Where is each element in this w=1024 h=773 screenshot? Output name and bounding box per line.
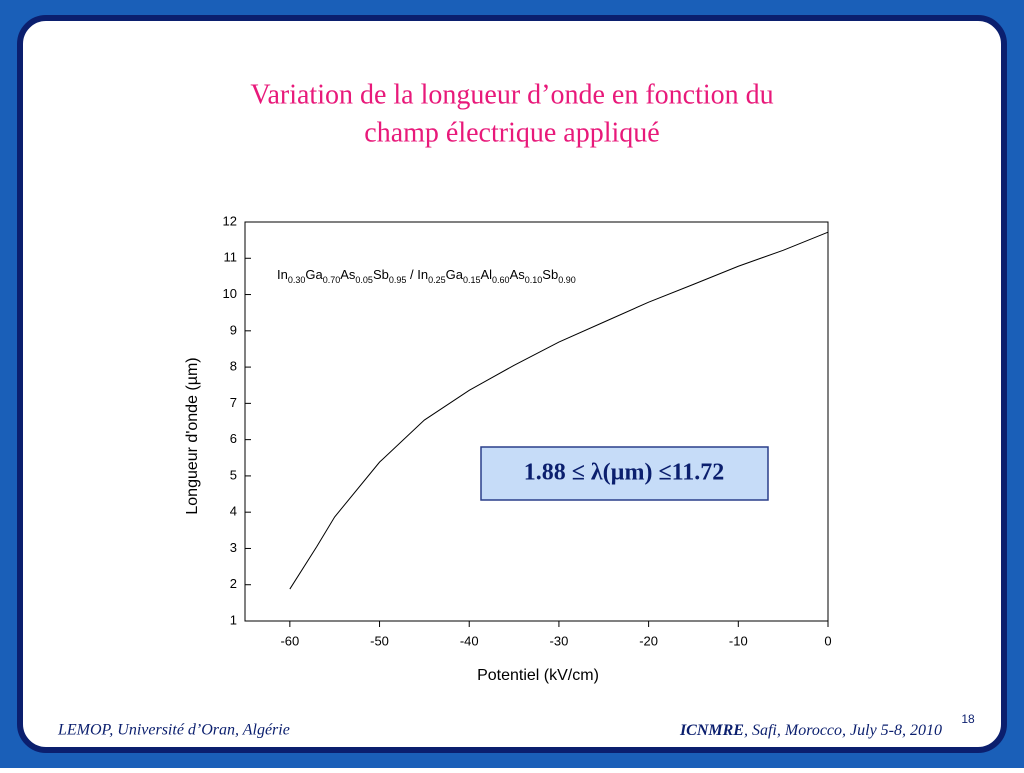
x-tick-label: -40 (460, 633, 479, 648)
x-tick-label: -10 (729, 633, 748, 648)
y-axis-title: Longueur d'onde (µm) (184, 357, 201, 514)
element: Ga (446, 267, 464, 282)
annotation: 1.88 ≤ λ(µm) ≤11.72 (524, 460, 725, 486)
y-tick-label: 1 (230, 612, 237, 627)
data-line (289, 231, 829, 590)
y-tick-label: 9 (230, 322, 237, 337)
x-tick-label: -20 (639, 633, 658, 648)
subscript: 0.95 (389, 275, 407, 285)
y-tick-label: 6 (230, 431, 237, 446)
element: Sb (542, 267, 558, 282)
subscript: 0.70 (323, 275, 341, 285)
element: Ga (305, 267, 323, 282)
y-tick-label: 4 (230, 504, 237, 519)
subscript: 0.60 (492, 275, 510, 285)
subscript: 0.30 (288, 275, 306, 285)
element: As (510, 267, 526, 282)
slide-title: champ électrique appliqué (364, 117, 659, 148)
annotation-box (480, 446, 769, 501)
y-tick-label: 7 (230, 395, 237, 410)
element: Al (480, 267, 492, 282)
y-tick-label: 11 (224, 250, 238, 265)
footer-right: ICNMRE, Safi, Morocco, July 5-8, 2010 (679, 722, 942, 739)
x-tick-label: -50 (370, 633, 389, 648)
slide-panel (17, 15, 1007, 753)
page-number: 18 (961, 712, 975, 726)
y-tick-label: 5 (230, 467, 237, 482)
y-tick-label: 10 (223, 286, 237, 301)
footer-left: LEMOP, Université d’Oran, Algérie (57, 722, 290, 739)
y-tick-label: 3 (230, 540, 237, 555)
subscript: 0.10 (525, 275, 543, 285)
x-tick-label: -30 (550, 633, 569, 648)
subscript: 0.25 (428, 275, 446, 285)
x-axis-title: Potentiel (kV/cm) (477, 667, 599, 684)
slide-title: Variation de la longueur d’onde en fonct… (250, 79, 773, 110)
plot-frame (244, 221, 829, 622)
footer-venue: , Safi, Morocco, July 5-8, 2010 (744, 722, 942, 739)
element: As (340, 267, 356, 282)
y-tick-label: 8 (230, 359, 237, 374)
x-tick-label: -60 (280, 633, 299, 648)
y-tick-label: 2 (230, 576, 237, 591)
element: Sb (373, 267, 389, 282)
element: / In (406, 267, 428, 282)
element: In (277, 267, 288, 282)
subscript: 0.90 (558, 275, 576, 285)
composition-label: In0.30Ga0.70As0.05Sb0.95 / In0.25Ga0.15A… (277, 267, 576, 285)
footer-conference: ICNMRE (679, 722, 744, 739)
subscript: 0.15 (463, 275, 481, 285)
x-tick-label: 0 (824, 633, 831, 648)
subscript: 0.05 (355, 275, 373, 285)
y-tick-label: 12 (223, 213, 237, 228)
